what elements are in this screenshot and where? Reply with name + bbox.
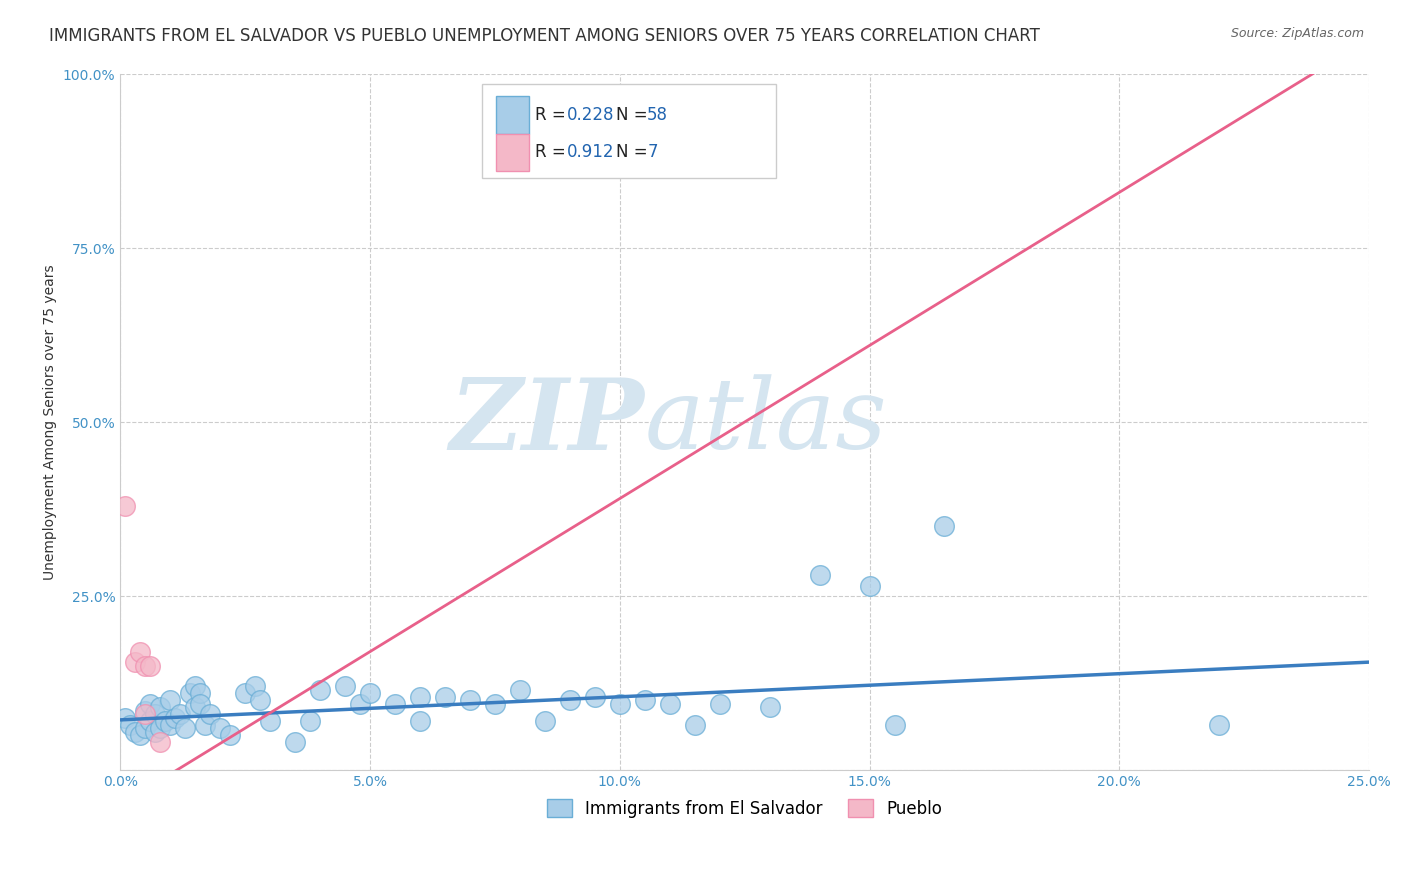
Point (194, 718, 217, 732)
Point (458, 693, 481, 707)
Point (219, 728, 242, 742)
Point (209, 721, 232, 735)
Point (683, 718, 706, 732)
Point (129, 645, 152, 659)
Point (139, 714, 162, 729)
Point (359, 686, 381, 700)
Point (120, 718, 142, 732)
Point (309, 682, 332, 697)
Point (184, 680, 207, 694)
Text: 7: 7 (647, 144, 658, 161)
Text: R =: R = (534, 144, 571, 161)
Point (259, 714, 281, 729)
Point (153, 714, 176, 729)
Point (333, 680, 356, 694)
Text: atlas: atlas (645, 375, 887, 470)
Point (188, 697, 211, 711)
FancyBboxPatch shape (496, 96, 529, 134)
Point (758, 700, 780, 714)
Point (658, 697, 681, 711)
Point (159, 718, 181, 732)
Point (159, 693, 181, 707)
Text: 0.228: 0.228 (567, 106, 614, 124)
Legend: Immigrants from El Salvador, Pueblo: Immigrants from El Salvador, Pueblo (540, 793, 949, 824)
Point (139, 658, 162, 673)
Text: R =: R = (534, 106, 571, 124)
Point (609, 697, 631, 711)
Text: N =: N = (616, 106, 652, 124)
Point (409, 690, 432, 704)
Point (184, 700, 207, 714)
Point (134, 721, 156, 735)
Y-axis label: Unemployment Among Seniors over 75 years: Unemployment Among Seniors over 75 years (44, 264, 58, 580)
Point (134, 707, 156, 722)
Point (139, 697, 162, 711)
FancyBboxPatch shape (482, 85, 776, 178)
Text: Source: ZipAtlas.com: Source: ZipAtlas.com (1230, 27, 1364, 40)
Point (114, 711, 136, 725)
Point (233, 686, 256, 700)
Point (858, 578, 880, 592)
Point (114, 499, 136, 513)
Point (243, 680, 266, 694)
Point (883, 718, 905, 732)
Point (174, 721, 197, 735)
Point (934, 519, 956, 533)
Point (249, 693, 271, 707)
Text: 0.912: 0.912 (567, 144, 614, 161)
Point (634, 693, 657, 707)
Point (149, 735, 172, 749)
Point (709, 697, 731, 711)
Point (198, 707, 221, 722)
Point (134, 704, 156, 718)
Point (143, 707, 166, 722)
Point (124, 724, 146, 739)
Point (298, 714, 321, 729)
Point (165, 711, 187, 725)
Point (188, 686, 211, 700)
Point (509, 682, 531, 697)
Point (384, 697, 406, 711)
Text: 58: 58 (647, 106, 668, 124)
Point (484, 697, 506, 711)
Point (143, 724, 166, 739)
Point (169, 707, 191, 722)
Point (583, 690, 606, 704)
Point (129, 728, 152, 742)
Point (808, 568, 831, 582)
Point (179, 686, 201, 700)
Point (533, 714, 555, 729)
Point (349, 697, 371, 711)
Point (284, 735, 307, 749)
Point (1208, 718, 1230, 732)
Point (558, 693, 581, 707)
Text: N =: N = (616, 144, 652, 161)
Text: ZIP: ZIP (450, 374, 645, 470)
Point (149, 721, 172, 735)
Point (433, 690, 456, 704)
Point (134, 658, 156, 673)
FancyBboxPatch shape (496, 134, 529, 171)
Point (124, 655, 146, 669)
Point (149, 700, 172, 714)
Text: IMMIGRANTS FROM EL SALVADOR VS PUEBLO UNEMPLOYMENT AMONG SENIORS OVER 75 YEARS C: IMMIGRANTS FROM EL SALVADOR VS PUEBLO UN… (49, 27, 1040, 45)
Point (409, 714, 432, 729)
